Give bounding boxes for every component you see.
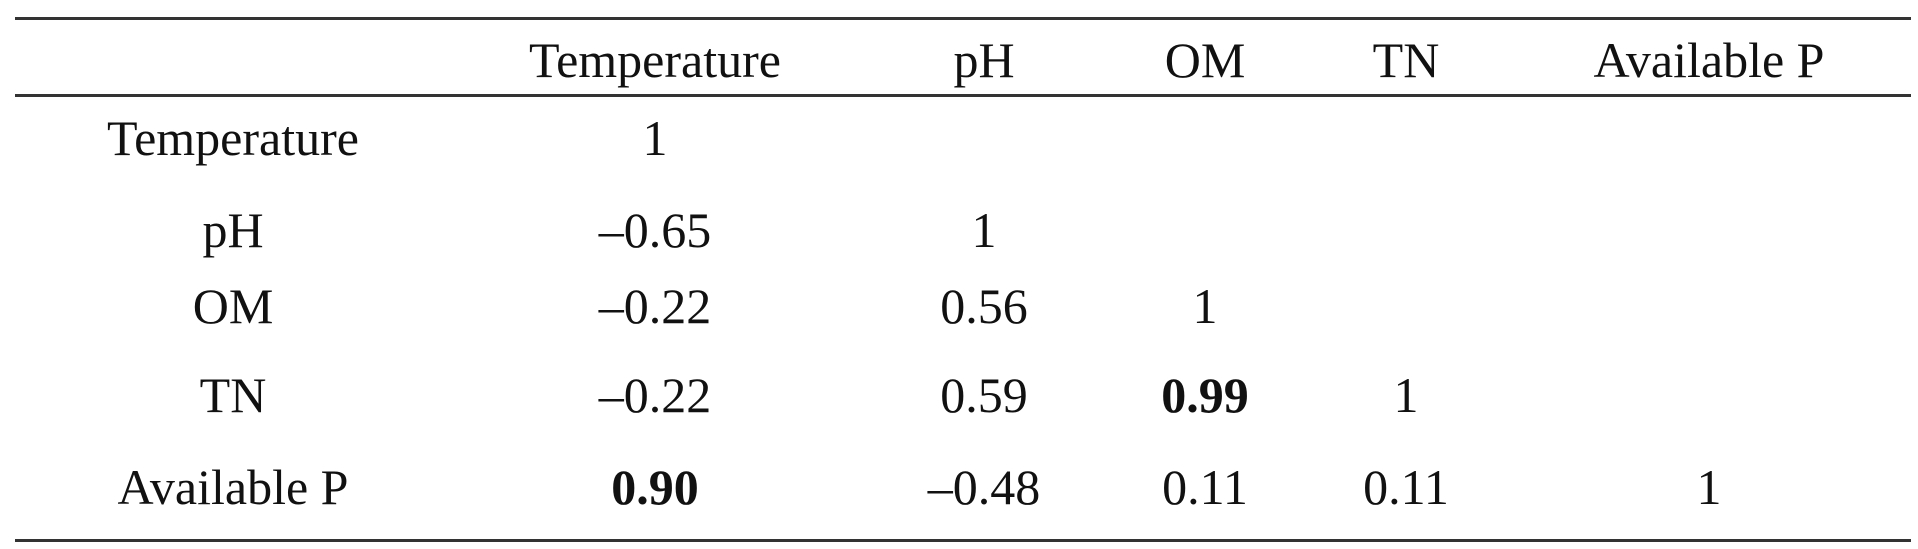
column-header-om: OM xyxy=(1164,32,1246,88)
table-cell: 1 xyxy=(1192,278,1218,334)
row-label-available-p: Available P xyxy=(117,459,349,515)
column-header-temperature: Temperature xyxy=(529,32,781,88)
table-cell: 0.56 xyxy=(940,278,1028,334)
table-cell: 0.11 xyxy=(1363,459,1449,515)
row-label-tn: TN xyxy=(199,367,267,423)
table-top-rule xyxy=(15,17,1911,20)
column-header-tn: TN xyxy=(1372,32,1440,88)
column-header-available-p: Available P xyxy=(1593,32,1825,88)
table-cell: –0.48 xyxy=(927,459,1041,515)
table-bottom-rule xyxy=(15,539,1911,542)
table-cell: 1 xyxy=(971,202,997,258)
table-cell-significant: 0.99 xyxy=(1161,367,1249,423)
row-label-ph: pH xyxy=(202,202,264,258)
row-label-temperature: Temperature xyxy=(107,110,359,166)
table-cell: 0.11 xyxy=(1162,459,1248,515)
table-cell: 0.59 xyxy=(940,367,1028,423)
table-cell-significant: 0.90 xyxy=(611,459,699,515)
table-cell: –0.22 xyxy=(598,367,712,423)
table-cell: 1 xyxy=(1393,367,1419,423)
table-cell: –0.65 xyxy=(598,202,712,258)
column-header-ph: pH xyxy=(953,32,1015,88)
row-label-om: OM xyxy=(192,278,274,334)
table-cell: 1 xyxy=(642,110,668,166)
table-cell: 1 xyxy=(1696,459,1722,515)
table-cell: –0.22 xyxy=(598,278,712,334)
table-header-rule xyxy=(15,94,1911,97)
